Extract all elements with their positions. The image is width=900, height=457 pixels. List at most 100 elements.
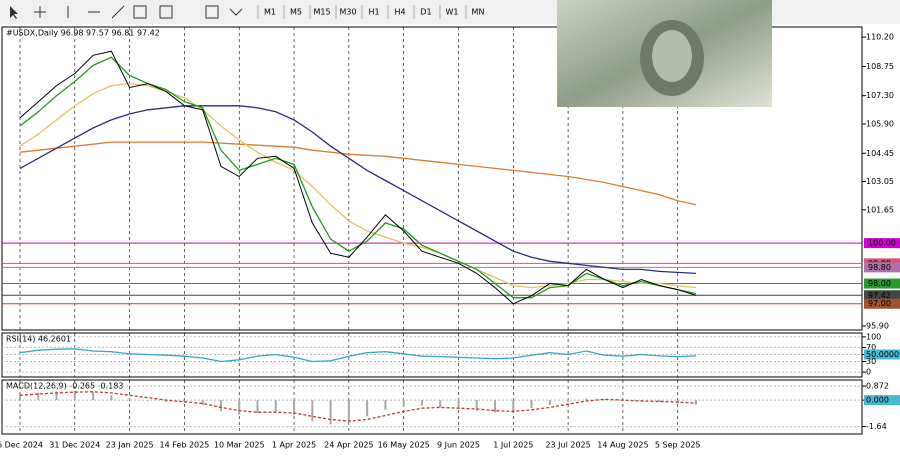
banner-image	[557, 0, 772, 107]
level-label: 98.80	[868, 263, 891, 272]
crosshair-tool[interactable]	[34, 6, 46, 18]
y-tick-label: 101.65	[866, 205, 894, 214]
level-tag	[864, 298, 900, 309]
timeframe-button[interactable]: M1	[264, 8, 276, 17]
histogram-bar	[128, 398, 131, 401]
histogram-bar	[366, 400, 369, 417]
y-tick-highlight	[864, 395, 900, 406]
x-tick-label: 24 Apr 2025	[324, 441, 373, 450]
panel-frame	[1, 332, 863, 378]
histogram-bar	[420, 400, 423, 406]
x-tick-label: 16 May 2025	[378, 441, 430, 450]
timeframe-button[interactable]: M5	[290, 8, 302, 17]
y-tick-label: 104.45	[866, 149, 894, 158]
histogram-bar	[165, 400, 168, 402]
series-line	[19, 82, 697, 289]
level-label: 97.00	[868, 299, 891, 308]
histogram-bar	[201, 400, 204, 405]
x-tick-label: 14 Feb 2025	[160, 441, 210, 450]
x-tick-label: 14 Aug 2025	[597, 441, 648, 450]
y-tick-label: 95.90	[866, 321, 889, 330]
timeframe-button[interactable]: M30	[339, 8, 356, 17]
y-tick-label: 0.000	[866, 396, 889, 405]
y-tick-label: 105.90	[866, 119, 894, 128]
y-tick-label: 50.0000	[866, 350, 899, 359]
histogram-bar	[384, 400, 387, 410]
level-tag	[864, 290, 900, 301]
x-tick-label: 31 Dec 2024	[49, 441, 100, 450]
x-tick-label: 23 Jan 2025	[106, 441, 154, 450]
timeframe-button[interactable]: W1	[446, 8, 459, 17]
histogram-bar	[603, 399, 606, 401]
series-line	[19, 348, 697, 363]
histogram-bar	[457, 400, 460, 410]
y-tick-label: 0.872	[866, 382, 889, 391]
histogram-bar	[694, 400, 697, 405]
histogram-bar	[530, 400, 533, 409]
y-tick-label: -1.64	[866, 422, 887, 431]
y-tick-label: 0	[866, 368, 871, 377]
histogram-bar	[19, 394, 21, 401]
timeframe-button[interactable]: D1	[420, 8, 431, 17]
y-tick-highlight	[864, 349, 900, 360]
histogram-bar	[92, 392, 95, 401]
histogram-bar	[475, 400, 478, 411]
histogram-bar	[548, 400, 551, 405]
level-label: 97.42	[868, 291, 891, 300]
panel-frame	[1, 26, 863, 331]
panel-frame	[1, 379, 863, 435]
x-tick-label: 23 Jul 2025	[545, 441, 590, 450]
histogram-bar	[274, 400, 277, 412]
panel-title: #USDX,Daily 96.98 97.57 96.81 97.42	[6, 29, 160, 38]
y-tick-label: 100	[866, 332, 881, 341]
histogram-bar	[55, 391, 58, 401]
channel-tool[interactable]	[133, 5, 147, 19]
level-label: 100.00	[868, 239, 896, 248]
x-tick-label: 1 Jul 2025	[493, 441, 533, 450]
trendline-tool[interactable]	[111, 5, 125, 19]
histogram-bar	[402, 400, 405, 407]
histogram-bar	[347, 400, 350, 422]
histogram-bar	[567, 400, 570, 402]
y-tick-label: 30	[866, 357, 876, 366]
series-line	[19, 141, 697, 206]
histogram-bar	[238, 400, 241, 415]
histogram-bar	[256, 400, 259, 414]
histogram-bar	[37, 392, 40, 401]
level-label: 98.00	[868, 279, 891, 288]
timeframe-button[interactable]: M15	[313, 8, 330, 17]
histogram-bar	[329, 400, 332, 425]
level-tag	[864, 278, 900, 289]
histogram-bar	[658, 400, 661, 402]
fibo-tool[interactable]	[159, 5, 173, 19]
y-tick-label: 110.20	[866, 33, 894, 42]
histogram-bar	[311, 400, 314, 422]
timeframe-button[interactable]: H1	[368, 8, 379, 17]
histogram-bar	[585, 398, 588, 401]
histogram-bar	[73, 390, 76, 401]
timeframe-button[interactable]: H4	[394, 8, 405, 17]
histogram-bar	[219, 400, 222, 412]
histogram-bar	[110, 395, 113, 401]
plot-area: 6 Dec 2024 31 Dec 2024 23 Jan 2025 14 Feb 2…	[0, 26, 900, 450]
y-tick-label: 70	[866, 343, 876, 352]
panel-title: MACD(12,26,9) -0.265 -0.183	[6, 382, 123, 391]
cursor-tool[interactable]	[10, 6, 18, 19]
y-tick-label: 108.75	[866, 62, 894, 71]
panel-title: RSI(14) 46.2601	[6, 335, 71, 344]
y-tick-label: 107.30	[866, 91, 894, 100]
text-tool[interactable]	[205, 5, 219, 19]
histogram-bar	[494, 400, 497, 413]
x-tick-label: 9 Jun 2025	[437, 441, 480, 450]
histogram-bar	[146, 400, 149, 401]
series-line	[19, 391, 697, 422]
series-line	[19, 105, 697, 275]
arrows-tool[interactable]	[229, 8, 243, 16]
timeframe-button[interactable]: MN	[472, 8, 485, 17]
histogram-bar	[512, 400, 515, 412]
series-line	[19, 56, 697, 299]
level-tag	[864, 238, 900, 249]
x-tick-label: 10 Mar 2025	[214, 441, 265, 450]
histogram-bar	[293, 400, 296, 415]
